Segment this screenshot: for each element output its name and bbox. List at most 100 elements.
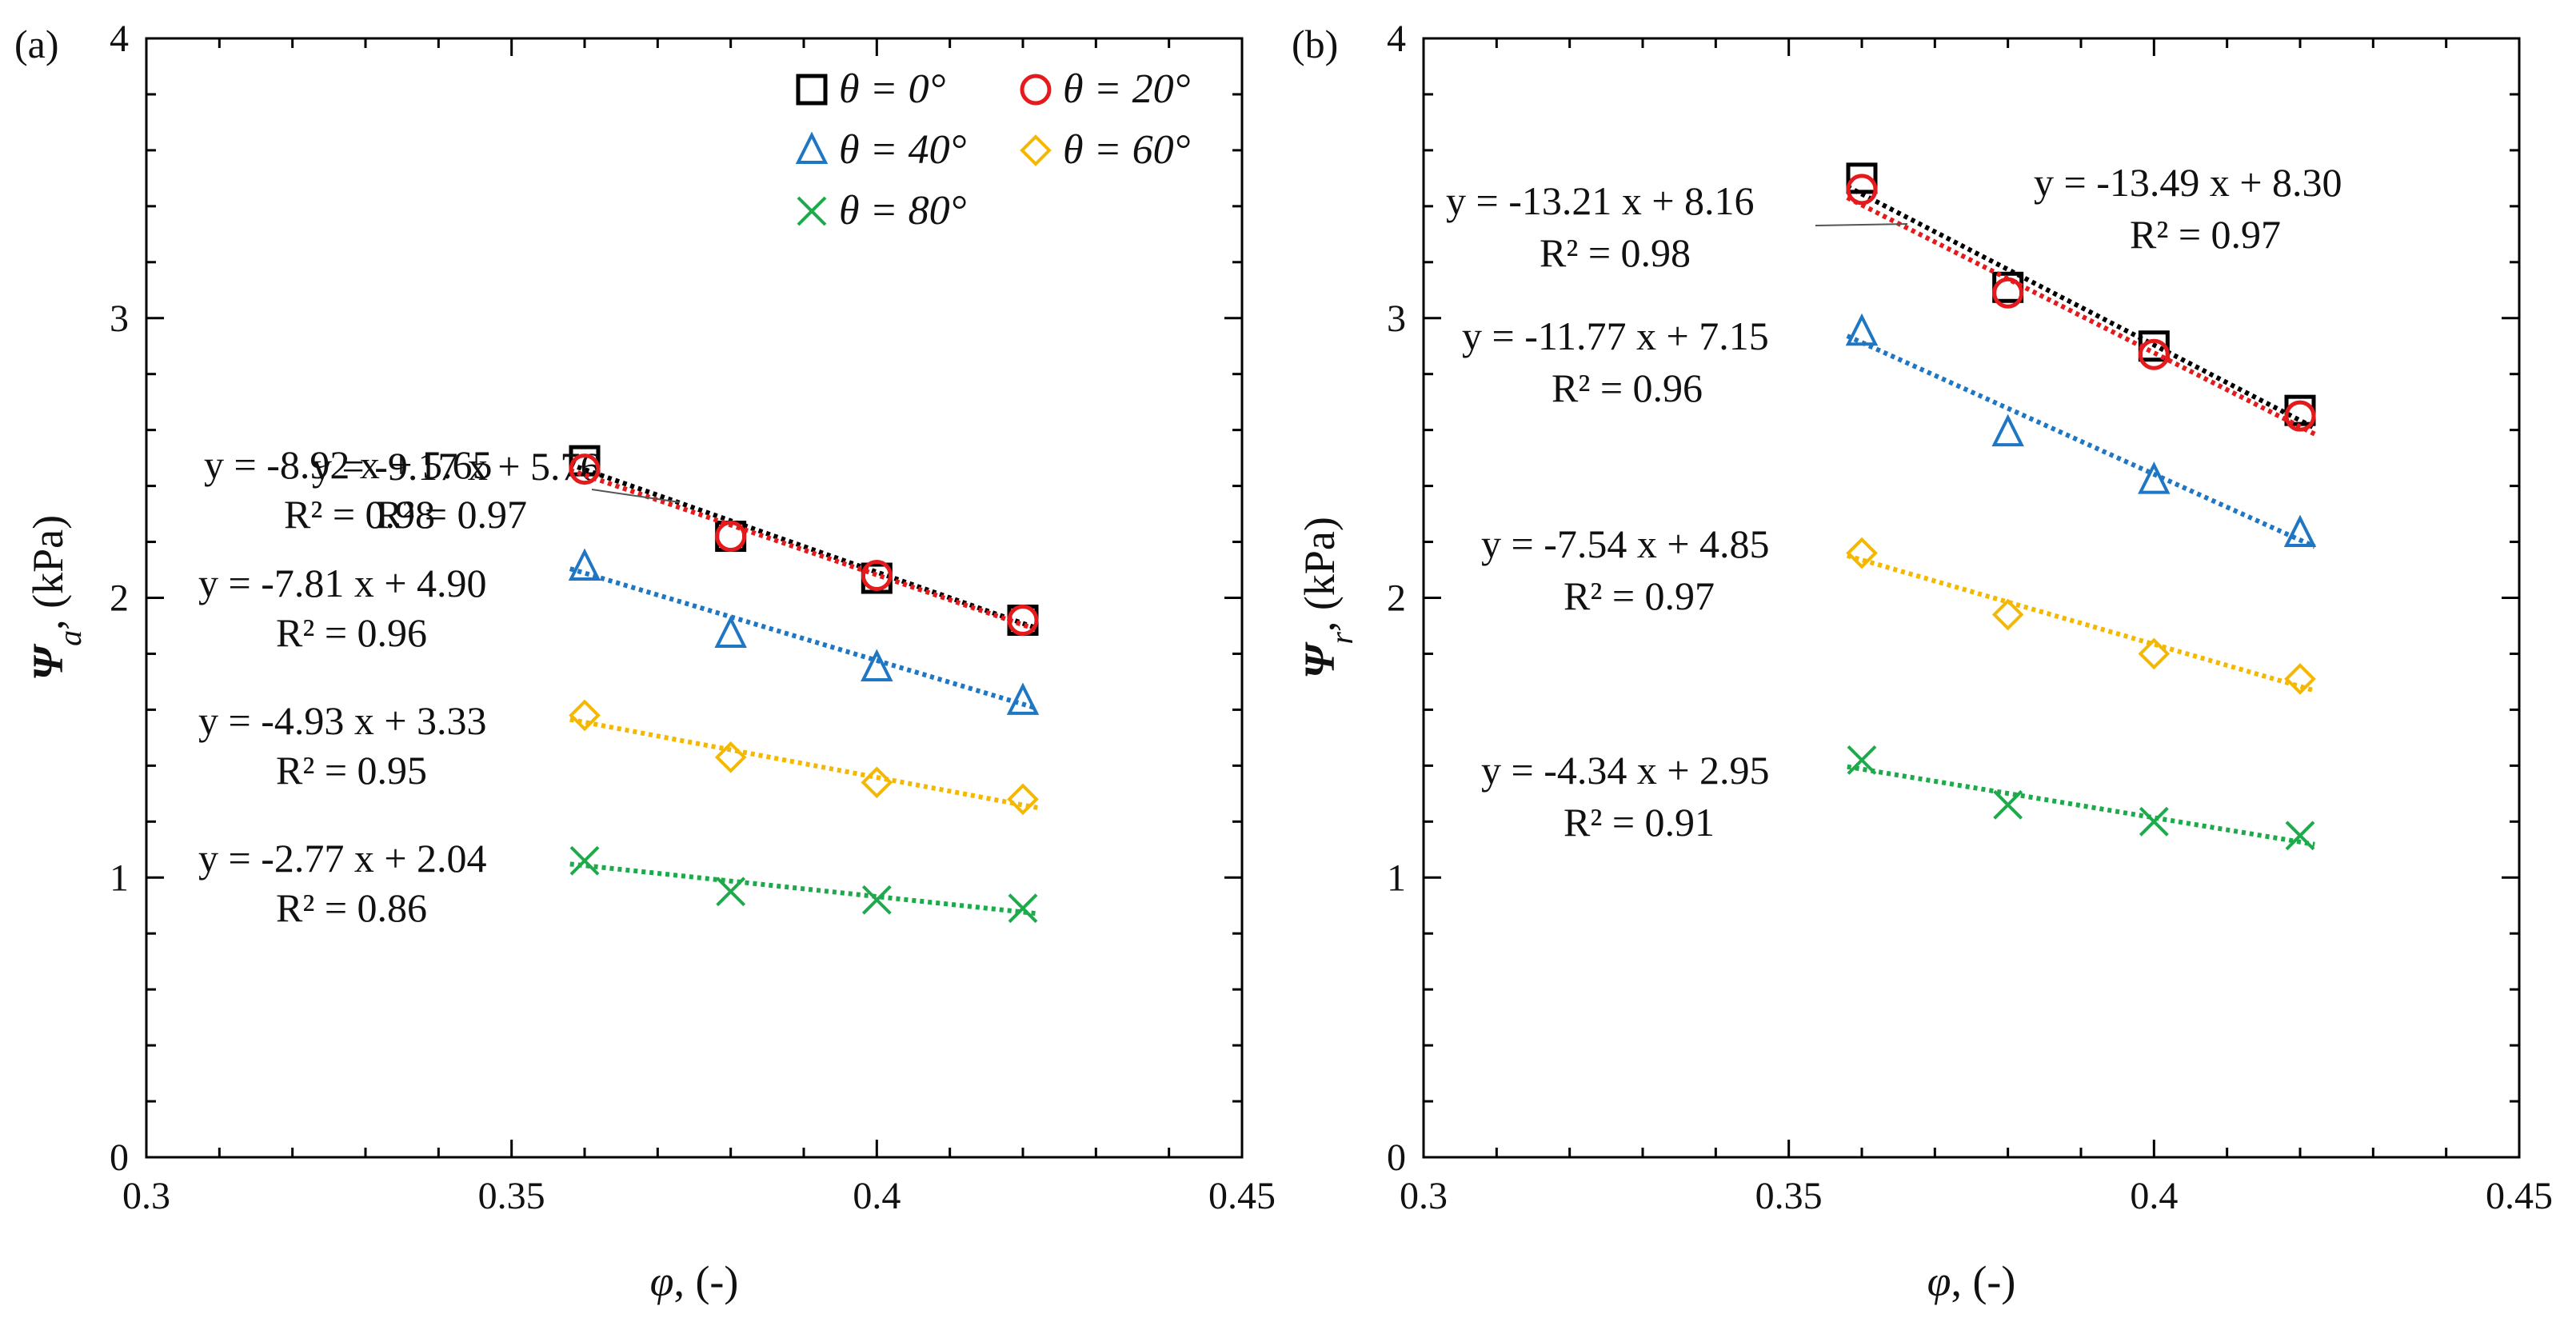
fit-equation: y = -8.92 x + 5.65: [204, 442, 493, 487]
fit-equation: y = -4.93 x + 3.33: [198, 698, 487, 743]
fit-r-squared: R² = 0.91: [1564, 800, 1715, 845]
y-axis-title: Ψr, (kPa): [1296, 517, 1360, 679]
series-20: [569, 453, 1039, 636]
x-tick-label: 0.3: [122, 1175, 170, 1217]
series-80: [1847, 745, 2315, 851]
fit-r-squared: R² = 0.97: [1564, 573, 1715, 618]
series-60: [569, 699, 1039, 816]
trendline: [569, 566, 1039, 711]
label-leader-line: [1815, 223, 1908, 226]
series-80: [569, 845, 1038, 924]
x-axis-title: φ, (-): [1927, 1257, 2016, 1305]
x-axis-unit: , (-): [1951, 1257, 2015, 1305]
data-point: [861, 766, 893, 799]
data-point: [1845, 313, 1879, 346]
series-40: [1845, 313, 2317, 549]
y-tick-label: 2: [1387, 577, 1406, 620]
data-point: [2139, 806, 2169, 837]
x-tick-label: 0.4: [853, 1175, 901, 1217]
data-point: [1007, 783, 1039, 816]
legend-marker: [797, 196, 827, 226]
fit-r-squared: R² = 0.97: [376, 492, 527, 537]
fit-equation: y = -7.54 x + 4.85: [1481, 521, 1770, 566]
data-point: [2138, 338, 2170, 370]
data-point: [2285, 821, 2315, 851]
data-point: [1847, 745, 1877, 775]
legend-entry: θ = 0°: [796, 66, 945, 112]
legend-label: θ = 20°: [1063, 66, 1190, 112]
legend-entry: θ = 60°: [1020, 127, 1190, 173]
label-leader-line: [591, 489, 681, 503]
data-point: [1846, 537, 1878, 569]
fit-r-squared: R² = 0.97: [2130, 212, 2281, 257]
legend-label: θ = 80°: [839, 188, 966, 234]
panel-b: 0.3 0.35 0.4 0.45 0 1 2 3 4 (b) φ, (-) Ψr, (kPa) y =…: [1292, 18, 2553, 1305]
x-axis-symbol: φ: [650, 1257, 674, 1305]
legend-label: θ = 0°: [839, 66, 945, 112]
y-axis-unit: , (kPa): [24, 515, 72, 630]
data-point: [716, 877, 746, 907]
fit-equation: y = -7.81 x + 4.90: [198, 561, 487, 605]
x-tick-label: 0.45: [2486, 1175, 2553, 1217]
data-point: [2284, 400, 2316, 432]
trendline: [1846, 333, 2316, 549]
series-40: [568, 548, 1040, 715]
trendline: [569, 461, 1039, 631]
series-0: [569, 445, 1039, 636]
y-tick-label: 3: [1387, 298, 1406, 340]
y-tick-label: 2: [110, 577, 129, 620]
data-point: [1006, 682, 1040, 715]
fit-equation: y = -13.21 x + 8.16: [1446, 178, 1755, 223]
fit-r-squared: R² = 0.95: [276, 748, 427, 793]
y-tick-label: 1: [1387, 857, 1406, 899]
y-tick-label: 1: [110, 857, 129, 899]
trendline: [1847, 764, 2315, 847]
trendline: [569, 717, 1038, 810]
fit-equation: y = -13.49 x + 8.30: [2034, 160, 2342, 205]
legend: θ = 0° θ = 20° θ = 40° θ = 60° θ = 80°: [795, 66, 1190, 234]
panel-a: 0.3 0.35 0.4 0.45 0 1 2 3 4 (a) φ, (-) Ψa, (kPa) y =…: [14, 18, 1276, 1305]
legend-marker: [795, 131, 829, 164]
y-tick-label: 4: [1387, 18, 1406, 60]
data-point: [569, 453, 601, 485]
legend-marker: [1020, 134, 1052, 166]
legend-marker: [1020, 74, 1052, 106]
panel-label: (b): [1292, 22, 1338, 66]
legend-entry: θ = 80°: [797, 188, 966, 234]
data-point: [861, 885, 892, 915]
trendline: [569, 861, 1038, 917]
y-tick-label: 3: [110, 298, 129, 340]
fit-r-squared: R² = 0.96: [276, 610, 427, 655]
legend-entry: θ = 20°: [1020, 66, 1190, 112]
x-tick-label: 0.3: [1400, 1175, 1448, 1217]
fit-r-squared: R² = 0.96: [1552, 365, 1703, 410]
data-point: [715, 521, 747, 553]
x-tick-label: 0.35: [1755, 1175, 1823, 1217]
series-60: [1846, 537, 2316, 695]
data-point: [2283, 514, 2317, 548]
data-point: [1991, 598, 2024, 631]
fit-r-squared: R² = 0.86: [276, 885, 427, 930]
data-point: [714, 741, 747, 773]
data-point: [1007, 604, 1039, 636]
x-axis-unit: , (-): [673, 1257, 738, 1305]
data-point: [714, 615, 747, 648]
fit-equation: y = -9.17 x + 5.76: [312, 444, 601, 489]
data-point: [568, 548, 601, 581]
data-point: [1846, 174, 1878, 206]
data-point: [1846, 162, 1878, 194]
data-point: [1993, 789, 2023, 820]
data-point: [2138, 461, 2171, 494]
legend-label: θ = 60°: [1063, 127, 1190, 173]
fit-r-squared: R² = 0.98: [284, 492, 435, 537]
y-axis-symbol: Ψ: [1296, 641, 1344, 679]
x-tick-label: 0.4: [2130, 1175, 2178, 1217]
data-point: [569, 445, 601, 477]
x-axis-title: φ, (-): [650, 1257, 739, 1305]
legend-label: θ = 40°: [839, 127, 966, 173]
fit-equation: y = -4.34 x + 2.95: [1481, 748, 1770, 793]
data-point: [861, 649, 893, 681]
y-axis-title: Ψa, (kPa): [24, 515, 88, 681]
trendline: [1846, 553, 2316, 693]
